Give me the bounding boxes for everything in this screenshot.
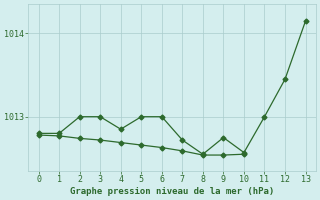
X-axis label: Graphe pression niveau de la mer (hPa): Graphe pression niveau de la mer (hPa) [70,187,274,196]
